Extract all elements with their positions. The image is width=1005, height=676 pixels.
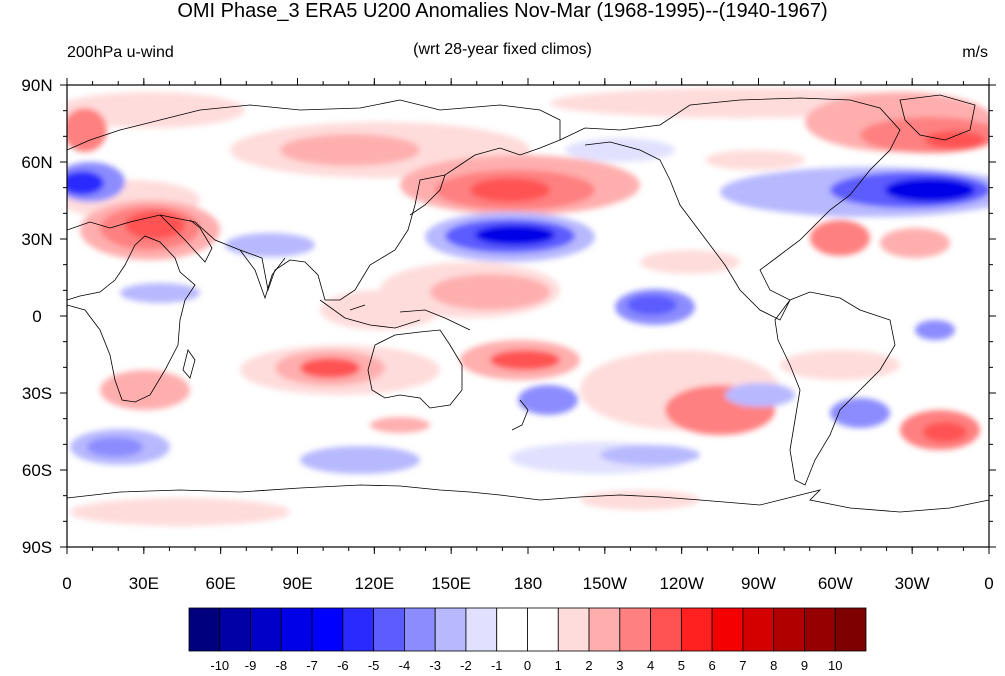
- lat-label: 60N: [21, 153, 52, 172]
- colorbar-label: -5: [368, 658, 380, 673]
- colorbar-label: 8: [770, 658, 777, 673]
- colorbar-swatch: [588, 607, 621, 652]
- lat-label: 60S: [22, 461, 52, 480]
- lon-label: 90E: [282, 574, 312, 593]
- colorbar-label: -10: [210, 658, 229, 673]
- lon-label: 180: [514, 574, 542, 593]
- colorbar-swatch: [465, 607, 498, 652]
- colorbar-label: -4: [399, 658, 411, 673]
- colorbar-swatch: [804, 607, 836, 652]
- lon-label: 120W: [659, 574, 703, 593]
- colorbar-swatch: [280, 607, 313, 652]
- japan-coastline: [409, 174, 446, 216]
- longitude-labels: 0 30E 60E 90E 120E 150E 180 150W 120W 90W 60W 30W 0: [62, 574, 993, 593]
- colorbar-label: 7: [739, 658, 746, 673]
- lat-label: 30N: [21, 230, 52, 249]
- india-coastline: [239, 249, 286, 300]
- colorbar-label: -3: [429, 658, 441, 673]
- lat-label: 90N: [21, 76, 52, 95]
- latitude-labels: 90N 60N 30N 0 30S 60S 90S: [21, 76, 52, 557]
- colorbar-label: 9: [801, 658, 808, 673]
- colorbar-label: 1: [555, 658, 562, 673]
- lon-label: 0: [984, 574, 993, 593]
- africa-coastline: [67, 235, 196, 403]
- colorbar-label: -8: [276, 658, 288, 673]
- colorbar-swatch: [619, 607, 651, 652]
- colorbar-label: 2: [585, 658, 592, 673]
- lon-label: 120E: [354, 574, 394, 593]
- colorbar-label: -7: [306, 658, 318, 673]
- lon-label: 30W: [895, 574, 930, 593]
- lon-label: 150E: [431, 574, 471, 593]
- colorbar-swatch: [250, 607, 282, 652]
- colorbar-swatch: [557, 607, 590, 652]
- colorbar-swatch: [188, 607, 221, 652]
- colorbar-label: -2: [460, 658, 472, 673]
- lat-label: 0: [32, 307, 41, 326]
- colorbar-label: -9: [245, 658, 257, 673]
- lon-label: 60W: [818, 574, 853, 593]
- colorbar-label: 6: [709, 658, 716, 673]
- colorbar-label: -6: [337, 658, 349, 673]
- colorbar-swatch: [834, 607, 867, 652]
- new-zealand-coastline: [511, 399, 529, 431]
- colorbar-label: -1: [491, 658, 503, 673]
- lat-label: 30S: [22, 384, 52, 403]
- greenland-coastline: [899, 94, 976, 141]
- australia-coastline: [367, 329, 463, 409]
- coastlines: [67, 94, 989, 513]
- colorbar-label: 5: [678, 658, 685, 673]
- antarctica-coastline: [67, 484, 989, 513]
- colorbar-swatch: [742, 607, 775, 652]
- lon-label: 30E: [129, 574, 159, 593]
- lon-label: 90W: [741, 574, 776, 593]
- colorbar-swatch: [527, 607, 559, 652]
- colorbar: -10 -9 -8 -7 -6 -5 -4 -3 -2 -1 0 1 2 3 4 5 6 7 8 9 10: [188, 607, 867, 673]
- south-america-coastline: [774, 291, 896, 486]
- lon-label: 150W: [583, 574, 627, 593]
- maritime-continent: [319, 299, 471, 331]
- anomaly-field: [67, 85, 989, 547]
- lat-label: 90S: [22, 538, 52, 557]
- eurasia-coastline: [67, 99, 561, 301]
- axis-ticks: [60, 78, 996, 554]
- colorbar-swatch: [711, 607, 744, 652]
- colorbar-swatch: [773, 607, 805, 652]
- colorbar-swatch: [342, 607, 375, 652]
- colorbar-label: 0: [524, 658, 531, 673]
- colorbar-swatch: [650, 607, 682, 652]
- variable-label: 200hPa u-wind: [67, 44, 174, 61]
- units-label: m/s: [962, 44, 988, 61]
- arabia-coastline: [159, 214, 213, 263]
- lon-label: 60E: [206, 574, 236, 593]
- colorbar-swatch: [434, 607, 467, 652]
- colorbar-swatch: [680, 607, 713, 652]
- colorbar-label: 10: [828, 658, 842, 673]
- north-america-coastline: [559, 97, 901, 321]
- map-title: OMI Phase_3 ERA5 U200 Anomalies Nov-Mar …: [177, 0, 828, 22]
- colorbar-label: 4: [647, 658, 654, 673]
- colorbar-swatch: [219, 607, 251, 652]
- lon-label: 0: [62, 574, 71, 593]
- colorbar-label: 3: [616, 658, 623, 673]
- colorbar-swatch: [404, 607, 436, 652]
- madagascar-coastline: [182, 349, 196, 379]
- climatology-label: (wrt 28-year fixed climos): [413, 41, 592, 58]
- colorbar-swatch: [373, 607, 405, 652]
- colorbar-swatch: [311, 607, 344, 652]
- colorbar-swatch: [496, 607, 528, 652]
